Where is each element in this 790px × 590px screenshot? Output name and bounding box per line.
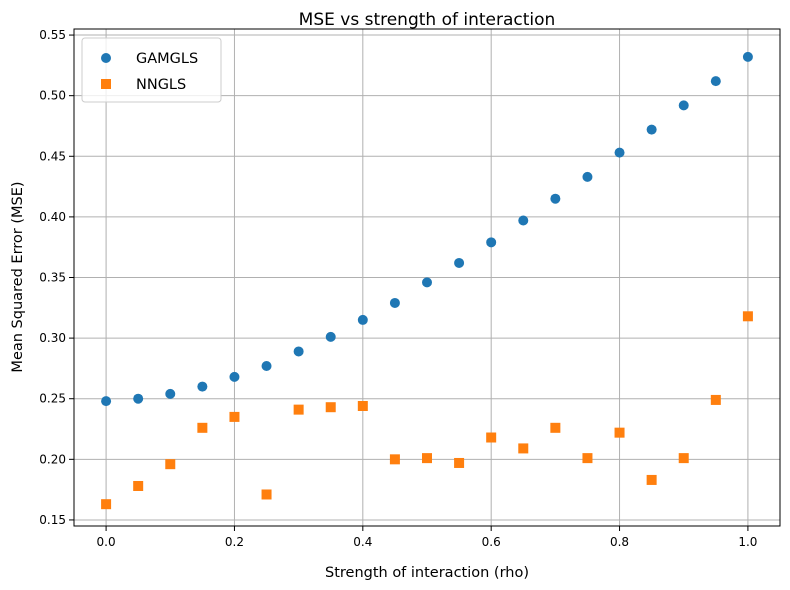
- axis-ticks: 0.0 0.2 0.4 0.6 0.8 1.0 0.15 0.20 0.25 0.30 0.35 0.…: [39, 28, 757, 549]
- point-nngls: [678, 453, 689, 464]
- grid-lines: [74, 29, 780, 526]
- point-nngls: [229, 411, 240, 422]
- legend: GAMGLS NNGLS: [81, 37, 222, 103]
- y-tick-label: 0.15: [39, 513, 66, 527]
- point-nngls: [197, 422, 208, 433]
- y-tick-label: 0.45: [39, 149, 66, 163]
- point-gamgls: [646, 124, 657, 135]
- point-gamgls: [486, 237, 497, 248]
- x-tick-label: 0.0: [97, 535, 116, 549]
- point-gamgls: [293, 346, 304, 357]
- y-tick-label: 0.35: [39, 271, 66, 285]
- y-tick-label: 0.40: [39, 210, 66, 224]
- point-nngls: [646, 474, 657, 485]
- point-gamgls: [454, 257, 465, 268]
- legend-marker-nngls: [101, 79, 111, 89]
- point-gamgls: [165, 388, 176, 399]
- legend-label-gamgls: GAMGLS: [136, 51, 198, 67]
- y-tick-label: 0.25: [39, 392, 66, 406]
- legend-box: [81, 37, 222, 103]
- y-tick-label: 0.30: [39, 331, 66, 345]
- point-nngls: [742, 311, 753, 322]
- point-nngls: [325, 402, 336, 413]
- point-nngls: [518, 443, 529, 454]
- legend-marker-gamgls: [101, 53, 111, 63]
- x-tick-label: 0.4: [353, 535, 372, 549]
- point-nngls: [357, 400, 368, 411]
- point-nngls: [614, 427, 625, 438]
- legend-item-gamgls: GAMGLS: [101, 51, 198, 67]
- x-tick-label: 1.0: [738, 535, 757, 549]
- point-nngls: [389, 454, 400, 465]
- point-nngls: [454, 457, 465, 468]
- point-nngls: [133, 480, 144, 491]
- legend-item-nngls: NNGLS: [101, 77, 186, 93]
- point-gamgls: [101, 396, 112, 407]
- x-tick-label: 0.6: [482, 535, 501, 549]
- point-gamgls: [389, 297, 400, 308]
- point-nngls: [582, 453, 593, 464]
- x-tick-label: 0.2: [225, 535, 244, 549]
- point-nngls: [101, 499, 112, 510]
- point-gamgls: [229, 371, 240, 382]
- point-gamgls: [197, 381, 208, 392]
- point-gamgls: [261, 360, 272, 371]
- legend-label-nngls: NNGLS: [136, 77, 186, 93]
- plot-area-frame: [73, 28, 781, 527]
- data-points: [101, 51, 753, 510]
- point-nngls: [710, 394, 721, 405]
- y-tick-label: 0.55: [39, 28, 66, 42]
- point-gamgls: [550, 193, 561, 204]
- point-gamgls: [357, 314, 368, 325]
- x-tick-label: 0.8: [610, 535, 629, 549]
- point-gamgls: [678, 100, 689, 111]
- y-tick-label: 0.20: [39, 452, 66, 466]
- point-gamgls: [742, 51, 753, 62]
- point-nngls: [165, 459, 176, 470]
- point-gamgls: [133, 393, 144, 404]
- point-nngls: [486, 432, 497, 443]
- chart-title: MSE vs strength of interaction: [299, 10, 556, 30]
- x-axis-label: Strength of interaction (rho): [325, 565, 529, 581]
- point-gamgls: [582, 171, 593, 182]
- point-nngls: [293, 404, 304, 415]
- point-nngls: [422, 453, 432, 464]
- point-gamgls: [710, 76, 721, 87]
- y-tick-label: 0.50: [39, 89, 66, 103]
- point-gamgls: [614, 147, 625, 158]
- point-nngls: [550, 422, 561, 433]
- point-gamgls: [325, 331, 336, 342]
- point-nngls: [261, 489, 272, 500]
- point-gamgls: [518, 215, 529, 226]
- y-axis-label: Mean Squared Error (MSE): [10, 181, 26, 372]
- point-gamgls: [422, 277, 432, 288]
